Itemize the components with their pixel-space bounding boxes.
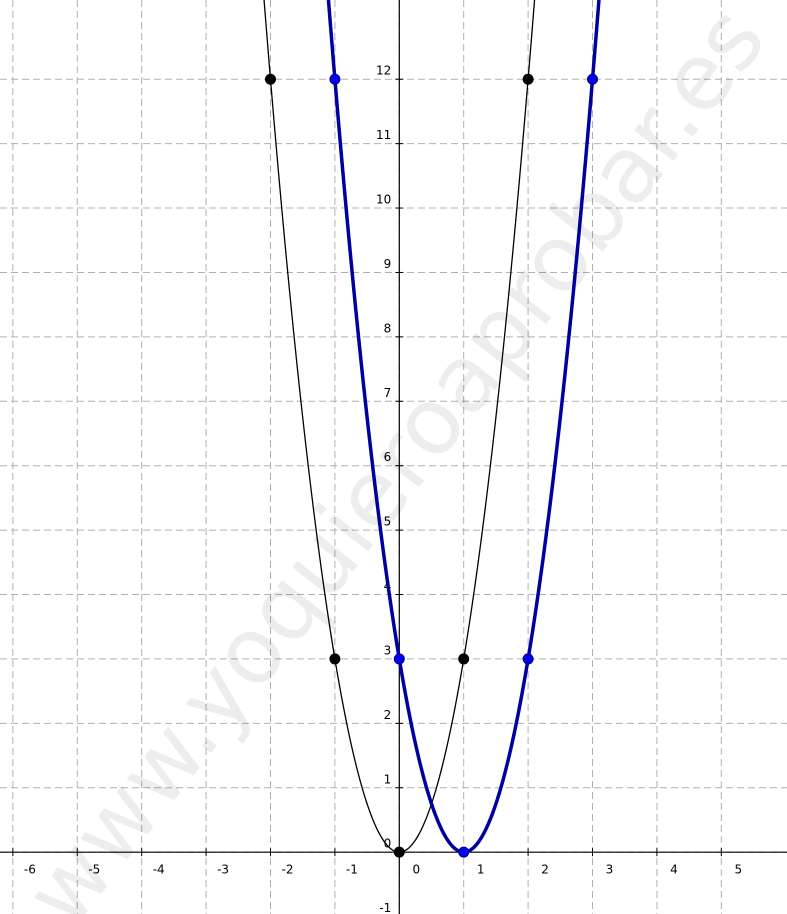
point	[587, 73, 599, 85]
y-tick-label: 1	[384, 772, 392, 786]
y-tick-label: 5	[384, 515, 392, 529]
y-tick-label: 11	[376, 128, 391, 142]
y-tick-label: -1	[379, 901, 391, 914]
x-tick-label: 5	[734, 863, 742, 877]
point	[329, 73, 341, 85]
x-tick-label: -5	[88, 863, 100, 877]
point	[458, 653, 470, 665]
point	[522, 653, 534, 665]
y-tick-label: 8	[384, 321, 392, 335]
point	[393, 846, 405, 858]
watermark: www.yoquieroaprobar.es	[4, 0, 786, 914]
x-tick-label: -6	[24, 863, 36, 877]
curve	[263, 0, 536, 853]
x-tick-label: 3	[606, 863, 614, 877]
point	[329, 653, 341, 665]
x-tick-label: -1	[346, 863, 358, 877]
y-tick-label: 6	[384, 450, 392, 464]
point	[458, 846, 470, 858]
curve	[326, 0, 601, 854]
y-tick-label: 7	[384, 386, 392, 400]
x-tick-label: -4	[153, 863, 165, 877]
y-tick-label: 3	[384, 643, 392, 657]
point	[522, 73, 534, 85]
point	[264, 73, 276, 85]
y-tick-label: 2	[384, 708, 392, 722]
point	[393, 653, 405, 665]
y-tick-label: 0	[384, 837, 392, 851]
x-tick-label: -2	[282, 863, 294, 877]
x-tick-label: 0	[412, 863, 420, 877]
x-tick-label: 1	[477, 863, 485, 877]
x-tick-label: -3	[217, 863, 229, 877]
y-tick-label: 12	[376, 64, 391, 78]
x-tick-label: 2	[541, 863, 549, 877]
y-tick-label: 9	[384, 257, 392, 271]
y-tick-label: 10	[376, 193, 391, 207]
x-tick-label: 4	[670, 863, 678, 877]
